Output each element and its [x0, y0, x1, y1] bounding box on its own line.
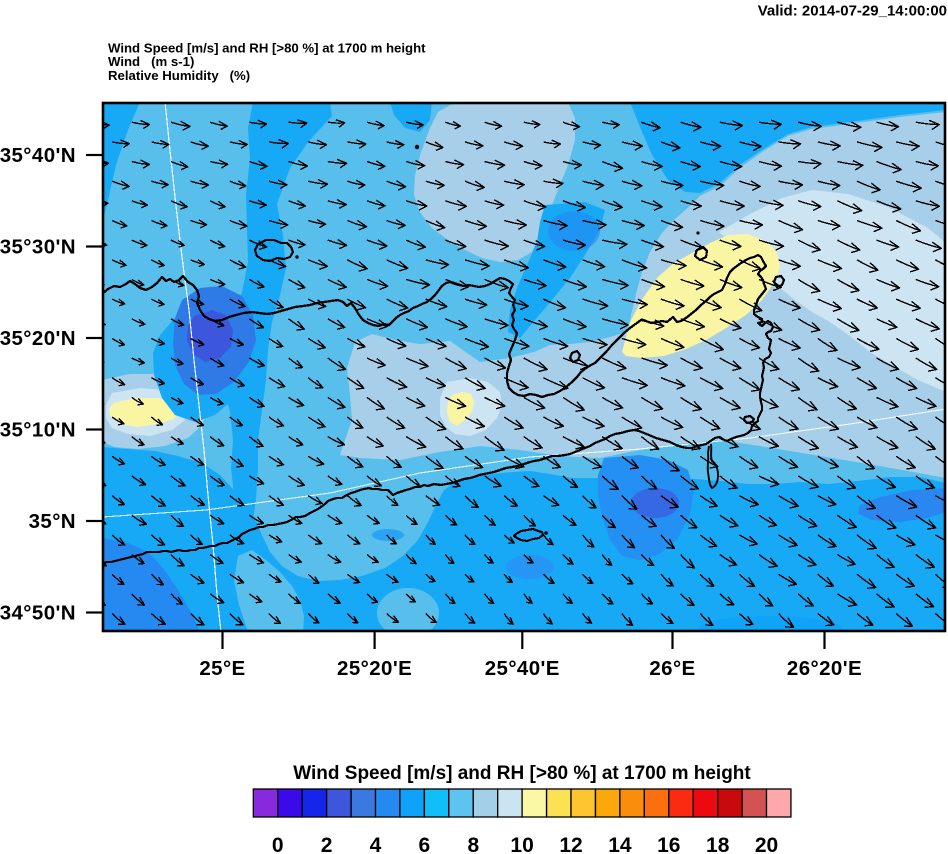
svg-text:35°30'N: 35°30'N — [0, 236, 76, 259]
svg-text:Relative Humidity (%): Relative Humidity (%) — [108, 68, 250, 83]
svg-text:6: 6 — [419, 834, 431, 854]
svg-text:26°20'E: 26°20'E — [787, 657, 862, 680]
svg-text:18: 18 — [706, 834, 730, 854]
svg-text:34°50'N: 34°50'N — [0, 602, 76, 625]
svg-text:Wind (m s-1): Wind (m s-1) — [108, 54, 194, 69]
svg-text:Wind Speed [m/s] and RH [>80 %: Wind Speed [m/s] and RH [>80 %] at 1700 … — [293, 763, 751, 784]
svg-text:25°E: 25°E — [199, 657, 245, 680]
svg-text:0: 0 — [272, 834, 284, 854]
svg-text:25°20'E: 25°20'E — [337, 657, 412, 680]
svg-text:10: 10 — [510, 834, 533, 854]
svg-text:8: 8 — [467, 834, 479, 854]
svg-text:16: 16 — [657, 834, 680, 854]
svg-text:35°N: 35°N — [29, 510, 76, 533]
svg-text:35°10'N: 35°10'N — [0, 419, 76, 442]
svg-text:2: 2 — [321, 834, 333, 854]
svg-text:26°E: 26°E — [649, 657, 695, 680]
svg-text:Valid: 2014-07-29_14:00:00: Valid: 2014-07-29_14:00:00 — [758, 3, 947, 20]
svg-text:35°20'N: 35°20'N — [0, 327, 76, 350]
svg-text:Wind Speed [m/s] and RH [>80 %: Wind Speed [m/s] and RH [>80 %] at 1700 … — [108, 41, 426, 56]
svg-text:35°40'N: 35°40'N — [0, 144, 76, 167]
svg-text:14: 14 — [608, 834, 632, 854]
svg-text:20: 20 — [755, 834, 778, 854]
svg-text:25°40'E: 25°40'E — [485, 657, 560, 680]
svg-text:4: 4 — [370, 834, 382, 854]
svg-text:12: 12 — [559, 834, 582, 854]
